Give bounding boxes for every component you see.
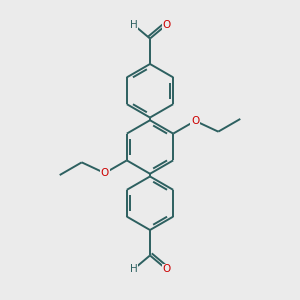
Text: O: O	[162, 264, 171, 274]
Text: O: O	[191, 116, 199, 126]
Text: H: H	[130, 20, 137, 30]
Text: H: H	[130, 264, 137, 274]
Text: O: O	[162, 20, 171, 30]
Text: O: O	[101, 168, 109, 178]
